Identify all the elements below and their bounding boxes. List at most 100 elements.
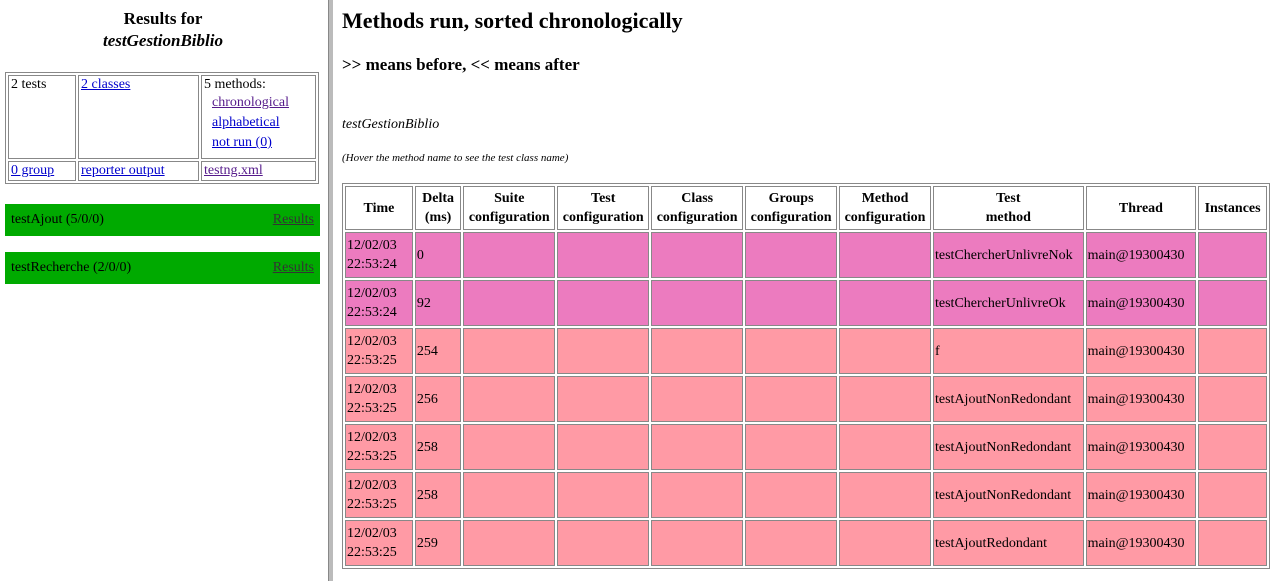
empty-cell (557, 328, 650, 374)
method-cell: testAjoutNonRedondant (933, 472, 1084, 518)
header-text: Time (363, 200, 395, 216)
header-text: Suite configuration (468, 191, 550, 225)
empty-cell (651, 280, 744, 326)
results-link[interactable]: Results (272, 260, 314, 275)
empty-cell (463, 520, 556, 566)
empty-cell (745, 328, 838, 374)
summary-table: 2 tests 2 classes 5 methods: chronologic… (5, 72, 319, 184)
empty-cell (651, 232, 744, 278)
thread-cell: main@19300430 (1085, 472, 1197, 518)
reporter-link[interactable]: reporter output (81, 163, 165, 178)
column-header: Instances (1198, 186, 1267, 230)
time-cell: 12/02/03 22:53:24 (345, 280, 413, 326)
column-header: Groups configuration (745, 186, 838, 230)
classes-link[interactable]: 2 classes (81, 77, 131, 92)
empty-cell (745, 520, 838, 566)
method-cell: testChercherUnlivreNok (933, 232, 1084, 278)
main-subtitle: >> means before, << means after (342, 55, 580, 74)
results-link[interactable]: Results (272, 212, 314, 227)
header-text: Test configuration (562, 191, 644, 225)
column-header: Method configuration (839, 186, 931, 230)
run-row: 12/02/03 22:53:24 92 testChercherUnlivreOk… (345, 280, 1267, 326)
header-text: Delta (ms) (422, 191, 455, 225)
header-text: Thread (1118, 200, 1163, 216)
column-header: Time (345, 186, 413, 230)
empty-cell (557, 232, 650, 278)
delta-cell: 254 (414, 328, 462, 374)
empty-cell (839, 472, 931, 518)
empty-cell (839, 280, 931, 326)
tests-count: 2 tests (8, 75, 76, 159)
thread-cell: main@19300430 (1085, 328, 1197, 374)
column-header: Test configuration (557, 186, 650, 230)
column-header: Suite configuration (463, 186, 556, 230)
column-header: Delta (ms) (414, 186, 462, 230)
empty-cell (1198, 232, 1267, 278)
test-bar: testAjout (5/0/0) Results (5, 204, 320, 236)
delta-cell: 0 (414, 232, 462, 278)
empty-cell (839, 328, 931, 374)
empty-cell (463, 232, 556, 278)
chronological-link[interactable]: chronological (212, 95, 289, 110)
test-name: testAjout (5/0/0) (11, 212, 104, 227)
empty-cell (557, 376, 650, 422)
method-cell: testAjoutNonRedondant (933, 376, 1084, 422)
time-cell: 12/02/03 22:53:25 (345, 520, 413, 566)
empty-cell (839, 424, 931, 470)
empty-cell (1198, 376, 1267, 422)
empty-cell (463, 424, 556, 470)
empty-cell (557, 280, 650, 326)
empty-cell (557, 424, 650, 470)
suite-name: testGestionBiblio (342, 117, 440, 132)
delta-cell: 258 (414, 424, 462, 470)
time-cell: 12/02/03 22:53:25 (345, 424, 413, 470)
empty-cell (1198, 424, 1267, 470)
time-cell: 12/02/03 22:53:25 (345, 328, 413, 374)
empty-cell (1198, 472, 1267, 518)
run-row: 12/02/03 22:53:25 258 testAjoutNonRedondan… (345, 424, 1267, 470)
empty-cell (651, 472, 744, 518)
header-text: Test method (985, 191, 1031, 225)
header-row: Time Delta (ms) Suite configuration Test co… (345, 186, 1267, 230)
thread-cell: main@19300430 (1085, 520, 1197, 566)
divider (328, 0, 333, 581)
empty-cell (651, 376, 744, 422)
run-row: 12/02/03 22:53:24 0 testChercherUnlivreNok… (345, 232, 1267, 278)
column-header: Test method (933, 186, 1084, 230)
column-header: Thread (1085, 186, 1197, 230)
header-text: Groups configuration (750, 191, 832, 225)
delta-cell: 92 (414, 280, 462, 326)
run-row: 12/02/03 22:53:25 254 f main@19300430 (345, 328, 1267, 374)
method-cell: testAjoutNonRedondant (933, 424, 1084, 470)
groups-link[interactable]: 0 group (11, 163, 55, 178)
header-text: Method configuration (844, 191, 926, 225)
empty-cell (651, 328, 744, 374)
run-row: 12/02/03 22:53:25 258 testAjoutNonRedondan… (345, 472, 1267, 518)
methods-count: 5 methods: (204, 77, 266, 92)
delta-cell: 258 (414, 472, 462, 518)
alphabetical-link[interactable]: alphabetical (212, 115, 280, 130)
main-title: Methods run, sorted chronologically (342, 8, 683, 33)
method-cell: testChercherUnlivreOk (933, 280, 1084, 326)
time-cell: 12/02/03 22:53:24 (345, 232, 413, 278)
empty-cell (745, 472, 838, 518)
hover-note: (Hover the method name to see the test c… (342, 152, 569, 164)
run-row: 12/02/03 22:53:25 256 testAjoutNonRedondan… (345, 376, 1267, 422)
thread-cell: main@19300430 (1085, 376, 1197, 422)
empty-cell (1198, 520, 1267, 566)
xml-link[interactable]: testng.xml (204, 163, 263, 178)
empty-cell (839, 232, 931, 278)
not-run-link[interactable]: not run (0) (212, 135, 272, 150)
test-bar: testRecherche (2/0/0) Results (5, 252, 320, 284)
thread-cell: main@19300430 (1085, 424, 1197, 470)
empty-cell (557, 472, 650, 518)
column-header: Class configuration (651, 186, 744, 230)
header-text: Instances (1204, 200, 1261, 216)
left-heading: Results for (123, 9, 203, 28)
methods-table: Time Delta (ms) Suite configuration Test co… (342, 183, 1270, 569)
main-panel: Methods run, sorted chronologically >> m… (342, 0, 1272, 581)
delta-cell: 256 (414, 376, 462, 422)
empty-cell (463, 376, 556, 422)
method-cell: f (933, 328, 1084, 374)
